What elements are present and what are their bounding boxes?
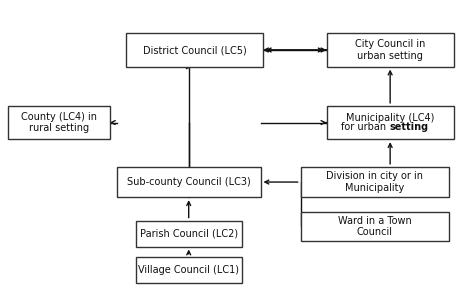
Text: Municipality (LC4): Municipality (LC4) (346, 113, 434, 123)
FancyBboxPatch shape (327, 33, 454, 67)
FancyBboxPatch shape (117, 167, 261, 197)
Text: for urban: for urban (341, 122, 390, 132)
FancyBboxPatch shape (327, 106, 454, 139)
FancyBboxPatch shape (136, 221, 242, 247)
FancyBboxPatch shape (9, 106, 110, 139)
FancyBboxPatch shape (136, 257, 242, 283)
Text: County (LC4) in
rural setting: County (LC4) in rural setting (21, 112, 97, 133)
Text: Village Council (LC1): Village Council (LC1) (138, 265, 239, 275)
FancyBboxPatch shape (126, 33, 263, 67)
Text: Division in city or in
Municipality: Division in city or in Municipality (326, 171, 423, 193)
FancyBboxPatch shape (301, 212, 449, 241)
Text: Ward in a Town
Council: Ward in a Town Council (338, 216, 412, 237)
Text: Parish Council (LC2): Parish Council (LC2) (140, 229, 238, 239)
FancyBboxPatch shape (301, 167, 449, 197)
Text: Sub-county Council (LC3): Sub-county Council (LC3) (127, 177, 251, 187)
Text: District Council (LC5): District Council (LC5) (143, 45, 246, 55)
Text: setting: setting (390, 122, 429, 132)
Text: City Council in
urban setting: City Council in urban setting (355, 39, 425, 61)
